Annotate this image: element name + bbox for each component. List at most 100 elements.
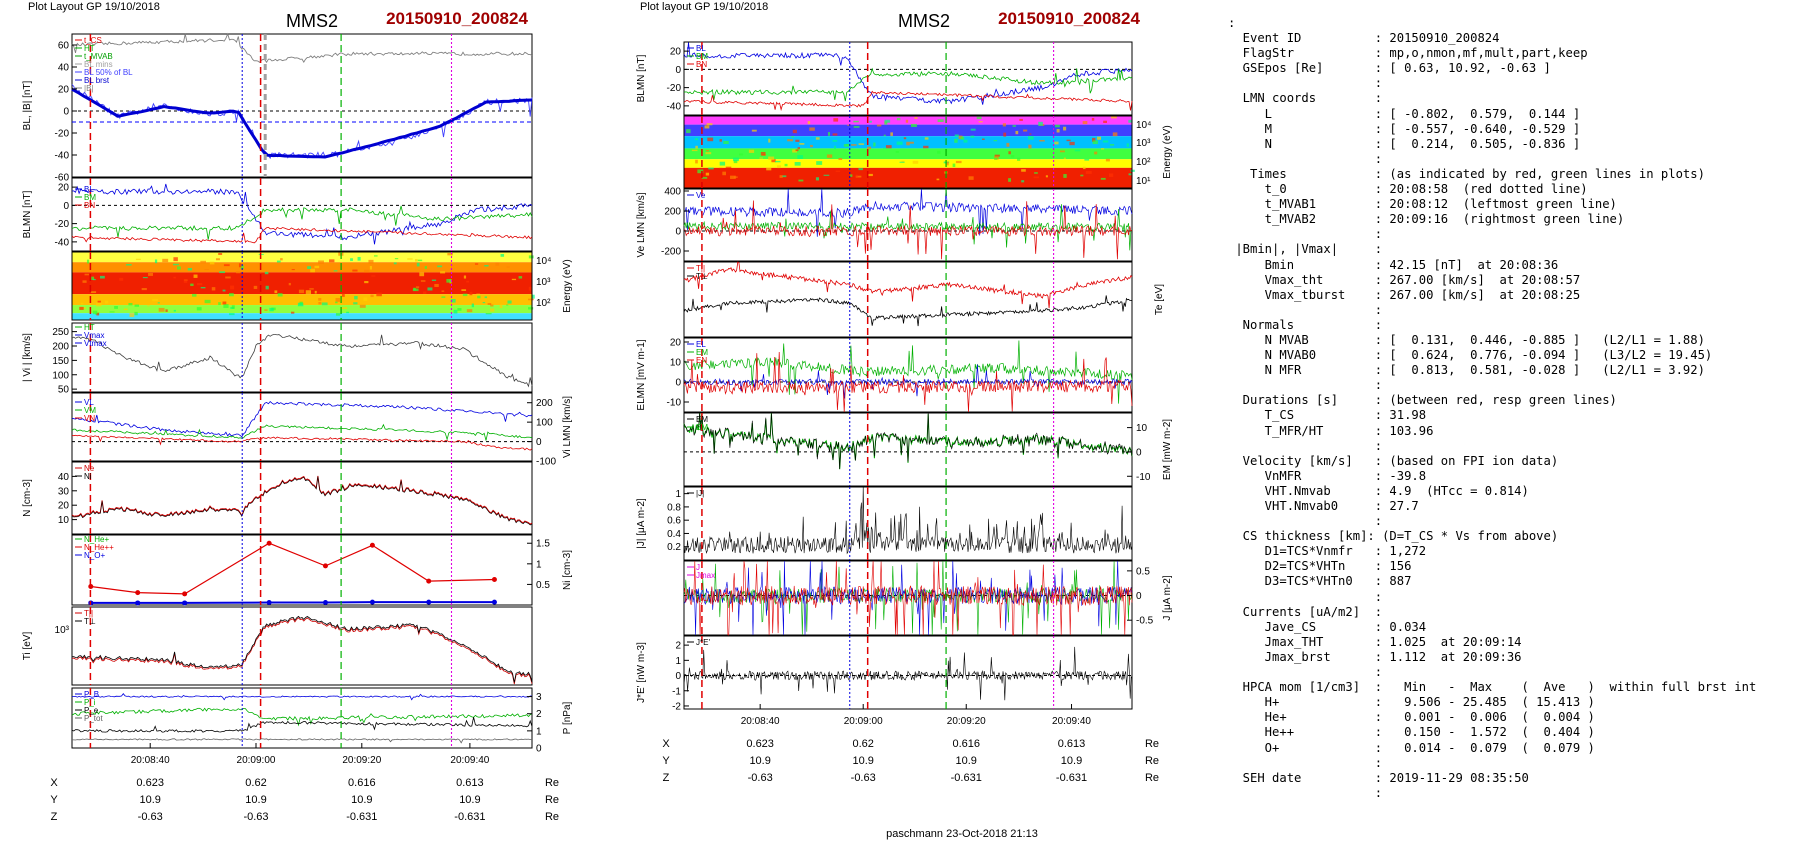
spectrogram-pixel [968, 176, 974, 180]
position-value: 10.9 [956, 755, 977, 767]
spectrogram-pixel [370, 294, 374, 298]
position-value: 0.62 [245, 777, 266, 789]
spectrogram-pixel [453, 309, 458, 314]
legend-label: BN [84, 201, 95, 210]
spectrogram-pixel [1021, 180, 1025, 183]
spectrogram-pixel [809, 127, 815, 131]
spectrogram-pixel [373, 255, 378, 257]
data-point [426, 599, 432, 605]
legend-item: Ni [75, 472, 92, 481]
legend-item: t_MVAB [75, 52, 113, 61]
series-tperp [71, 615, 533, 683]
info-line: H+ : 9.506 - 25.485 ( 15.413 ) [1228, 695, 1595, 710]
spectrogram-pixel [318, 260, 324, 264]
legend-item: Jmax [687, 571, 715, 580]
panel-frame [71, 687, 533, 749]
legend-item: BL mins [75, 60, 113, 69]
spectrogram-pixel [352, 269, 358, 272]
spectrogram-pixel [461, 289, 467, 291]
spectrogram-pixel [318, 297, 322, 301]
spectrogram-pixel [173, 257, 178, 262]
data-point [266, 540, 272, 546]
y-tick-label: 10 [1136, 423, 1148, 434]
spectrogram-pixel [90, 291, 97, 293]
spectrogram-band [684, 148, 1132, 160]
spectrogram-pixel [748, 149, 755, 153]
spectrogram-pixel [1130, 169, 1135, 172]
info-line: Vmax_tht : 267.00 [km/s] at 20:08:57 [1228, 272, 1581, 287]
series-bn [71, 226, 533, 244]
series-vn [684, 200, 1133, 260]
y-axis-label: J*E' [nW m-3] [636, 642, 647, 703]
spectrogram-pixel [447, 253, 453, 256]
spectrogram-pixel [705, 152, 712, 155]
spectrogram-pixel [238, 263, 242, 268]
legend-item: BM [687, 52, 708, 61]
x-tick-label: 20:09:40 [450, 755, 489, 766]
y-tick-label: 20 [58, 85, 70, 96]
y-tick-label: 50 [58, 385, 70, 396]
y-tick-label: -40 [55, 237, 70, 248]
spectrogram-pixel [1109, 144, 1115, 146]
spectrogram-pixel [795, 149, 799, 152]
y-tick-label: 20 [670, 47, 682, 58]
legend-label: EM [696, 415, 708, 424]
info-line: N MVAB0 : [ 0.624, 0.776, -0.094 ] (L3/L… [1228, 348, 1713, 363]
spectrogram-pixel [719, 161, 726, 166]
spectrogram-pixel [847, 124, 851, 126]
event-info-panel: : Event ID : 20150910_200824 FlagStr : m… [1228, 16, 1803, 801]
spectrogram-pixel [1080, 174, 1084, 177]
spectrogram-band [684, 167, 1132, 188]
position-label: Z [663, 772, 670, 784]
spectrogram-pixel [341, 293, 345, 297]
position-value: 0.62 [852, 738, 873, 750]
spectrogram-pixel [223, 264, 230, 267]
page-title: MMS2 [898, 11, 950, 31]
spectrogram-pixel [883, 147, 887, 149]
spectrogram-pixel [1059, 150, 1065, 153]
spectrogram-pixel [1100, 148, 1105, 150]
spectrogram-pixel [393, 262, 397, 265]
spectrogram-pixel [797, 147, 801, 150]
legend-item: |J| [687, 489, 704, 498]
spectrogram-pixel [187, 268, 193, 271]
position-unit: Re [545, 777, 559, 789]
y-tick-label: 1 [536, 559, 542, 570]
spectrogram-pixel [923, 145, 929, 149]
spectrogram-pixel [1091, 118, 1095, 121]
legend-label: BM [84, 193, 96, 202]
spectrogram-pixel [895, 151, 899, 153]
legend-item: BL [75, 185, 94, 194]
spectrogram-pixel [265, 285, 269, 290]
series-vl [71, 401, 533, 438]
spectrogram-pixel [1112, 132, 1118, 137]
y-tick-label: -60 [55, 173, 70, 184]
legend-label: BM [696, 52, 708, 61]
spectrogram-pixel [960, 136, 965, 140]
legend-item: P_e [75, 706, 99, 715]
spectrogram-pixel [318, 301, 322, 305]
info-line: M : [ -0.557, -0.640, -0.529 ] [1228, 121, 1581, 136]
spectrogram-pixel [868, 173, 873, 177]
panel-frame [683, 412, 1133, 487]
spectrogram-pixel [329, 259, 335, 263]
info-line: VHT.Nmvab0 : 27.7 [1228, 499, 1419, 513]
spectrogram-pixel [798, 179, 804, 182]
legend-label: t_CS [84, 36, 102, 45]
position-value: -0.631 [951, 772, 982, 784]
legend-label: BL [84, 185, 94, 194]
x-tick-label: 20:09:00 [237, 755, 276, 766]
y-tick-label: 1 [536, 726, 542, 737]
series-vi [71, 334, 533, 388]
legend-label: EM [696, 348, 708, 357]
y-tick-label: 0.5 [1136, 566, 1150, 577]
spectrogram-pixel [466, 280, 470, 283]
position-value: -0.631 [454, 811, 485, 823]
spectrogram-pixel [333, 270, 338, 272]
spectrogram-pixel [190, 283, 194, 287]
legend-item: T|| [75, 609, 93, 618]
legend-label: EN [696, 356, 707, 365]
series-en [683, 351, 1133, 413]
series-vl [683, 188, 1133, 237]
spectrogram-pixel [1023, 129, 1028, 132]
